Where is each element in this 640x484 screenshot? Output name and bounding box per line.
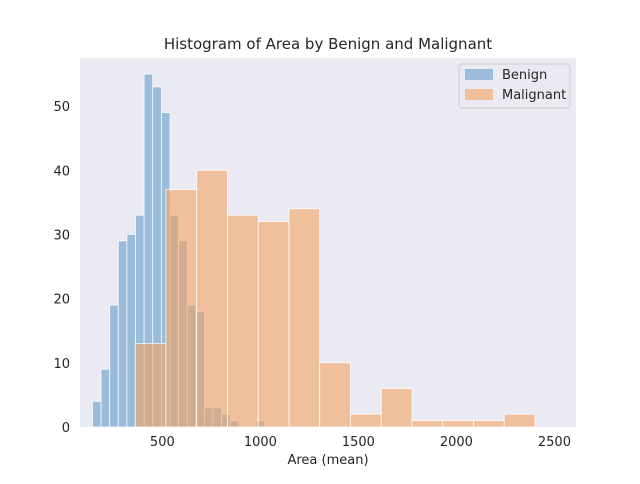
malignant-bar	[165, 189, 198, 428]
y-tick-label: 30	[53, 228, 70, 243]
benign-bar	[126, 234, 136, 428]
malignant-bar	[442, 420, 474, 428]
malignant-bar	[257, 221, 290, 428]
malignant-bar	[196, 169, 228, 428]
x-tick-label: 1500	[342, 435, 375, 450]
y-tick-label: 10	[53, 357, 70, 372]
legend-swatch-malignant	[465, 89, 493, 100]
legend-label-benign: Benign	[502, 68, 547, 83]
benign-bar	[100, 368, 111, 428]
benign-bar	[92, 400, 102, 428]
chart-title: Histogram of Area by Benign and Malignan…	[164, 35, 492, 53]
x-tick-label: 1000	[244, 435, 277, 450]
malignant-bar	[350, 413, 382, 428]
series-malignant	[134, 169, 536, 428]
x-tick-label: 2000	[440, 435, 473, 450]
y-tick-label: 50	[53, 100, 70, 115]
x-tick-label: 500	[150, 435, 175, 450]
malignant-bar	[473, 420, 505, 428]
malignant-bar	[134, 343, 167, 428]
malignant-bar	[319, 362, 351, 428]
y-tick-label: 0	[62, 421, 70, 436]
malignant-bar	[503, 413, 536, 428]
benign-bar	[109, 304, 119, 428]
y-tick-labels: 0 10 20 30 40 50	[53, 100, 70, 436]
malignant-bar	[288, 208, 321, 428]
x-tick-label: 2500	[538, 435, 571, 450]
y-tick-label: 20	[53, 293, 70, 308]
legend: Benign Malignant	[458, 63, 571, 109]
y-tick-label: 40	[53, 164, 70, 179]
legend-label-malignant: Malignant	[502, 88, 566, 103]
malignant-bar	[380, 388, 413, 428]
legend-swatch-benign	[465, 69, 493, 80]
malignant-bar	[227, 214, 259, 428]
x-axis-title: Area (mean)	[287, 453, 368, 468]
bars-layer	[92, 73, 536, 428]
x-tick-labels: 500 1000 1500 2000 2500	[150, 435, 571, 450]
malignant-bar	[411, 420, 444, 428]
benign-bar	[117, 240, 128, 428]
